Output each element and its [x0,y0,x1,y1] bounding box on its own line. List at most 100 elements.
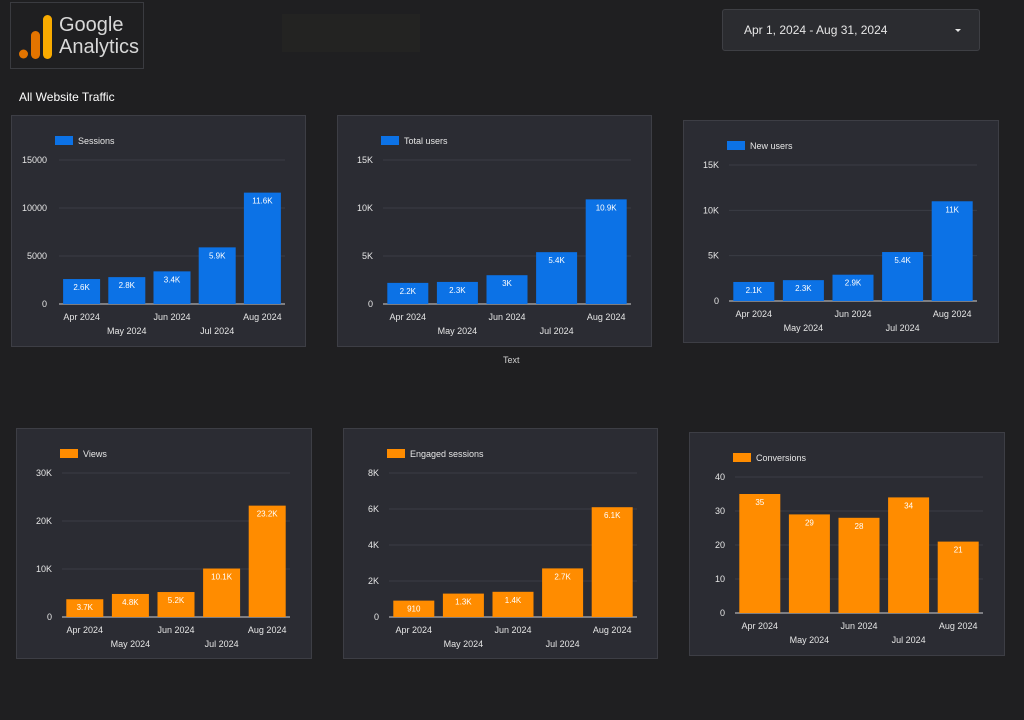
x-tick-label: Aug 2024 [593,625,632,635]
logo-bar-tall [43,15,52,59]
x-tick-label: May 2024 [438,326,478,336]
data-label: 3.7K [77,603,94,612]
logo-word-analytics: Analytics [59,36,140,58]
empty-header-element [282,14,420,52]
x-tick-label: May 2024 [111,639,151,649]
bar [198,247,236,304]
y-tick-label: 40 [715,472,725,482]
x-tick-label: Jul 2024 [892,635,926,645]
y-tick-label: 15K [703,160,719,170]
x-tick-label: Apr 2024 [63,312,100,322]
bar [153,271,191,304]
data-label: 3.4K [164,275,181,284]
data-label: 2.3K [449,286,466,295]
data-label: 6.1K [604,511,621,520]
data-label: 11.6K [252,197,273,206]
bar [442,593,484,617]
x-tick-label: Aug 2024 [939,621,978,631]
x-tick-label: Aug 2024 [243,312,282,322]
legend-swatch [727,141,745,150]
data-label: 34 [904,501,913,510]
x-tick-label: Apr 2024 [390,312,427,322]
data-label: 23.2K [257,510,279,519]
bar [585,199,627,304]
data-label: 2.1K [746,286,763,295]
y-tick-label: 4K [368,540,379,550]
bar [111,593,149,617]
chart-new-users: New users 0 5K 10K 15K 2.1K Apr 2024 2.3K May 20… [683,120,999,343]
bar [882,252,924,301]
bar [393,600,435,617]
bar [436,281,478,304]
legend-swatch [387,449,405,458]
bar [63,279,101,304]
data-label: 5.9K [209,251,226,260]
y-tick-label: 10K [36,564,52,574]
chart-total-users: Total users 0 5K 10K 15K 2.2K Apr 2024 2.3K May … [337,115,652,347]
bar [243,192,281,304]
logo-word-google: Google [59,14,124,36]
x-tick-label: Apr 2024 [742,621,779,631]
total-users-svg: Total users 0 5K 10K 15K 2.2K Apr 2024 2.3K May … [357,136,631,336]
conversions-svg: Conversions 0 10 20 30 40 35 Apr 2024 29 May 2024… [715,453,983,645]
bar [492,591,534,617]
engaged-sessions-svg: Engaged sessions 0 2K 4K 6K 8K 910 Apr 2024 1.3K… [368,449,637,649]
data-label: 35 [755,498,764,507]
y-tick-label: 30 [715,506,725,516]
bar [66,599,104,617]
y-tick-label: 15000 [22,155,47,165]
x-tick-label: Apr 2024 [736,309,773,319]
dropdown-caret-icon [955,29,961,32]
data-label: 5.4K [894,256,911,265]
date-range-text: Apr 1, 2024 - Aug 31, 2024 [744,23,888,37]
y-tick-label: 10K [703,205,719,215]
x-tick-label: Jul 2024 [886,323,920,333]
data-label: 2.9K [845,279,862,288]
x-tick-label: Jun 2024 [157,625,194,635]
x-tick-label: Jun 2024 [840,621,877,631]
x-tick-label: Aug 2024 [248,625,287,635]
x-tick-label: Jul 2024 [546,639,580,649]
y-tick-label: 20K [36,516,52,526]
x-tick-label: May 2024 [444,639,484,649]
data-label: 2.6K [73,283,90,292]
y-tick-label: 0 [42,299,47,309]
y-tick-label: 5K [708,251,719,261]
data-label: 10.1K [211,573,233,582]
bar [157,592,195,617]
data-label: 21 [954,546,963,555]
bar [931,201,973,301]
bar [248,505,286,617]
data-label: 28 [855,522,864,531]
y-tick-label: 5K [362,251,373,261]
google-analytics-logo: Google Analytics [10,2,144,69]
bar [542,568,584,617]
x-tick-label: May 2024 [107,326,147,336]
legend-label: Total users [404,136,448,146]
text-placeholder-label: Text [503,355,520,365]
y-tick-label: 0 [368,299,373,309]
bar [536,252,578,304]
bar [108,277,146,304]
data-label: 3K [502,279,512,288]
section-title: All Website Traffic [19,90,115,104]
chart-engaged-sessions: Engaged sessions 0 2K 4K 6K 8K 910 Apr 2024 1.3K… [343,428,658,659]
bar [486,275,528,304]
legend-swatch [381,136,399,145]
data-label: 1.4K [505,596,522,605]
bar [591,507,633,617]
logo-dot [19,49,28,59]
y-tick-label: 0 [714,296,719,306]
data-label: 5.2K [168,596,185,605]
y-tick-label: 20 [715,540,725,550]
legend-swatch [733,453,751,462]
chart-sessions: Sessions 0 5000 10000 15000 2.6K Apr 2024 2.8K M… [11,115,306,347]
legend-label: Views [83,449,107,459]
y-tick-label: 2K [368,576,379,586]
x-tick-label: Jul 2024 [200,326,234,336]
data-label: 5.4K [548,256,565,265]
y-tick-label: 30K [36,468,52,478]
x-tick-label: Aug 2024 [587,312,626,322]
date-range-selector[interactable]: Apr 1, 2024 - Aug 31, 2024 [722,9,980,51]
x-tick-label: Jun 2024 [153,312,190,322]
